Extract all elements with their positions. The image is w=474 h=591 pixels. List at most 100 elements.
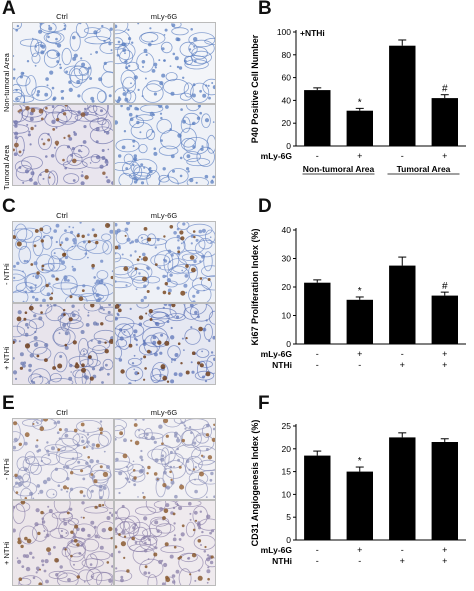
cell-nucleus xyxy=(172,52,176,56)
cell-nucleus xyxy=(140,163,144,167)
y-axis-label: CD31 Angiogenesis Index (%) xyxy=(250,420,260,547)
alveolus-outline xyxy=(123,515,141,534)
alveolus-outline xyxy=(140,32,159,43)
cell-nucleus xyxy=(101,149,105,152)
cell-nucleus xyxy=(91,367,96,371)
cell-nucleus xyxy=(55,223,60,228)
stained-cell xyxy=(57,448,61,452)
stained-cell xyxy=(198,326,203,332)
cell-nucleus xyxy=(179,156,183,160)
cell-nucleus xyxy=(69,507,73,511)
stained-cell xyxy=(24,343,31,349)
stained-cell xyxy=(99,431,103,435)
cell-nucleus xyxy=(48,282,51,285)
alveolus-outline xyxy=(83,27,101,34)
cell-nucleus xyxy=(149,169,153,174)
cell-nucleus xyxy=(208,96,211,100)
cell-nucleus xyxy=(124,52,126,55)
cell-nucleus xyxy=(15,29,18,32)
stained-cell xyxy=(134,440,140,446)
cell-nucleus xyxy=(68,80,72,84)
cell-nucleus xyxy=(199,89,202,93)
cell-nucleus xyxy=(83,353,86,356)
cell-nucleus xyxy=(101,24,104,28)
cell-nucleus xyxy=(100,109,103,113)
cell-nucleus xyxy=(66,145,71,149)
cell-nucleus xyxy=(81,436,84,439)
cell-nucleus xyxy=(203,550,207,553)
cell-nucleus xyxy=(85,461,89,465)
alveolus-outline xyxy=(188,284,212,302)
alveolus-outline xyxy=(81,87,107,103)
stained-cell xyxy=(211,437,215,442)
cell-nucleus xyxy=(127,28,130,31)
stained-cell xyxy=(19,366,23,370)
cell-nucleus xyxy=(128,37,132,41)
cell-nucleus xyxy=(24,169,30,174)
cell-nucleus xyxy=(43,569,47,573)
alveolus-outline xyxy=(176,222,190,230)
cell-nucleus xyxy=(178,66,183,70)
stained-cell xyxy=(79,490,84,494)
cell-nucleus xyxy=(81,527,85,532)
cell-nucleus xyxy=(80,516,83,519)
stained-cell xyxy=(24,311,28,314)
cell-nucleus xyxy=(193,259,197,264)
cell-nucleus xyxy=(209,531,212,535)
cell-nucleus xyxy=(33,336,38,340)
cell-nucleus xyxy=(202,93,207,98)
cell-nucleus xyxy=(123,438,127,443)
cell-nucleus xyxy=(137,88,140,91)
cell-nucleus xyxy=(13,55,15,57)
stained-cell xyxy=(205,371,211,377)
cell-nucleus xyxy=(60,241,64,244)
cell-nucleus xyxy=(65,70,68,74)
tissue-texture xyxy=(13,222,113,302)
cell-nucleus xyxy=(22,364,26,368)
micrograph-c2 xyxy=(114,221,216,303)
cell-nucleus xyxy=(34,330,37,334)
alveolus-outline xyxy=(16,75,31,87)
cell-nucleus xyxy=(35,508,40,513)
cell-nucleus xyxy=(111,270,113,273)
cell-nucleus xyxy=(170,480,175,485)
cell-nucleus xyxy=(199,111,202,115)
cell-nucleus xyxy=(138,429,141,432)
alveolus-outline xyxy=(145,501,167,513)
cell-nucleus xyxy=(15,88,18,92)
cell-nucleus xyxy=(82,477,86,481)
cell-nucleus xyxy=(177,504,180,507)
cell-nucleus xyxy=(45,77,49,81)
alveolus-outline xyxy=(90,126,113,145)
cell-nucleus xyxy=(67,578,71,582)
alveolus-outline xyxy=(115,452,131,470)
cell-nucleus xyxy=(56,43,62,48)
cell-nucleus xyxy=(41,138,44,141)
cell-nucleus xyxy=(73,241,77,245)
treatment-symbol: - xyxy=(316,545,319,555)
stained-cell xyxy=(136,258,140,262)
cell-nucleus xyxy=(176,65,180,69)
stained-cell xyxy=(123,535,127,538)
alveolus-outline xyxy=(72,369,86,379)
cell-nucleus xyxy=(39,23,42,25)
cell-nucleus xyxy=(64,331,69,336)
stained-cell xyxy=(25,106,30,111)
stained-cell xyxy=(44,168,49,173)
cell-nucleus xyxy=(32,381,36,384)
cell-nucleus xyxy=(106,465,110,469)
cell-nucleus xyxy=(36,422,39,425)
cell-nucleus xyxy=(154,520,159,525)
cell-nucleus xyxy=(161,582,166,585)
significance-marker: * xyxy=(358,97,362,108)
cell-nucleus xyxy=(37,492,40,495)
stained-cell xyxy=(33,244,37,248)
treatment-symbol: - xyxy=(358,556,361,566)
stained-cell xyxy=(17,537,21,541)
stained-cell xyxy=(193,235,196,239)
alveolus-outline xyxy=(13,273,27,293)
cell-nucleus xyxy=(115,511,118,514)
alveolus-outline xyxy=(53,351,68,373)
cell-nucleus xyxy=(133,333,136,337)
cell-nucleus xyxy=(95,50,98,54)
